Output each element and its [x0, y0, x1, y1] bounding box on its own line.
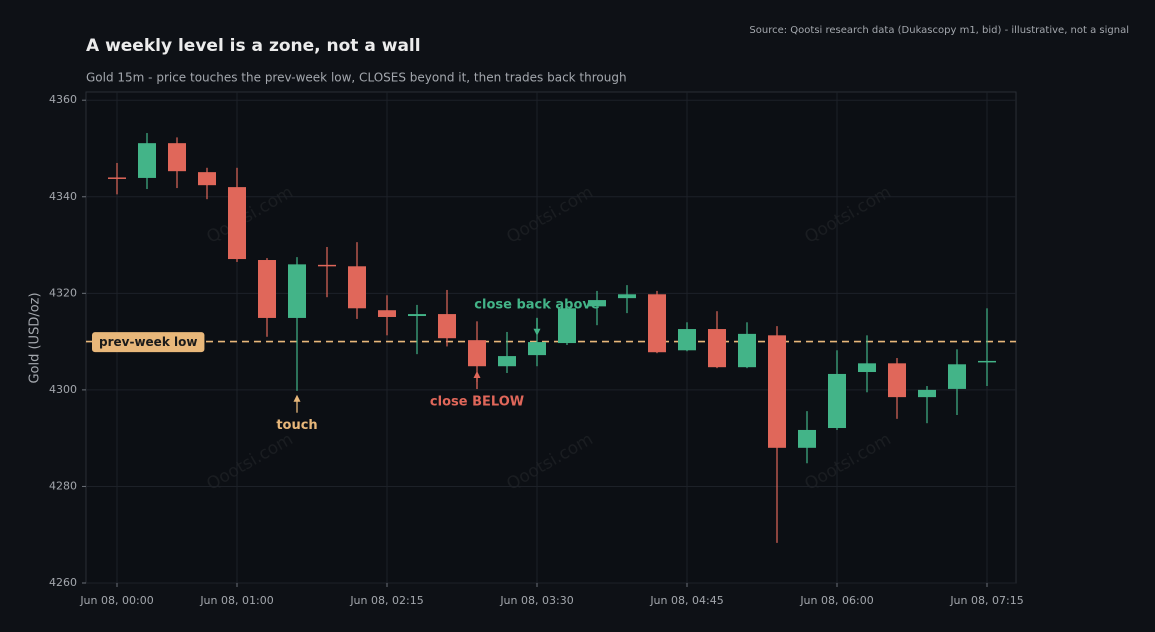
candle-body: [768, 335, 786, 448]
plot-area: [85, 91, 1017, 584]
candle-body: [708, 329, 726, 368]
annotation-text: close back above: [474, 297, 600, 312]
candle-body: [318, 264, 336, 267]
y-tick-label: 4280: [49, 479, 77, 492]
chart-title: A weekly level is a zone, not a wall: [86, 36, 421, 56]
y-tick-label: 4320: [49, 286, 77, 299]
candle-body: [348, 266, 366, 309]
candle-body: [498, 356, 516, 367]
annotation-arrowhead: [293, 394, 301, 402]
x-tick-label: Jun 08, 03:30: [499, 594, 573, 607]
annotation-arrowhead: [473, 371, 481, 379]
y-tick-label: 4340: [49, 190, 77, 203]
candle-body: [108, 177, 126, 179]
chart-subtitle: Gold 15m - price touches the prev-week l…: [86, 71, 627, 85]
x-tick-label: Jun 08, 01:00: [199, 594, 273, 607]
candle-body: [678, 329, 696, 351]
candle-body: [858, 363, 876, 373]
candle-body: [438, 314, 456, 339]
candle-body: [138, 143, 156, 178]
candle-body: [918, 389, 936, 398]
candle-body: [558, 308, 576, 344]
candle-body: [408, 314, 426, 317]
candle-body: [738, 333, 756, 368]
candle-body: [168, 143, 186, 172]
annotation-arrowhead: [533, 328, 541, 336]
x-tick-label: Jun 08, 00:00: [79, 594, 153, 607]
candle-body: [258, 260, 276, 318]
y-tick-label: 4300: [49, 383, 77, 396]
candle-body: [288, 264, 306, 318]
reference-label: prev-week low: [99, 335, 197, 349]
candle-body: [888, 363, 906, 398]
candle-body: [798, 429, 816, 448]
x-tick-label: Jun 08, 04:45: [649, 594, 723, 607]
candle-body: [978, 360, 996, 363]
candle-body: [828, 373, 846, 429]
candle-body: [528, 342, 546, 356]
candle-body: [588, 300, 606, 307]
candle-body: [468, 340, 486, 367]
candle-body: [198, 172, 216, 186]
y-tick-label: 4260: [49, 576, 77, 589]
x-tick-label: Jun 08, 02:15: [349, 594, 423, 607]
source-note: Source: Qootsi research data (Dukascopy …: [749, 25, 1129, 36]
candle-body: [648, 294, 666, 353]
y-axis-label: Gold (USD/oz): [28, 292, 43, 383]
x-tick-label: Jun 08, 06:00: [799, 594, 873, 607]
candle-body: [228, 187, 246, 260]
annotation-text: close BELOW: [430, 395, 524, 410]
x-tick-label: Jun 08, 07:15: [949, 594, 1023, 607]
candle-body: [618, 294, 636, 299]
candle-body: [948, 364, 966, 389]
reference-label-box: [92, 332, 205, 353]
annotation-text: touch: [276, 418, 317, 433]
y-tick-label: 4360: [49, 93, 77, 106]
candle-body: [378, 310, 396, 317]
